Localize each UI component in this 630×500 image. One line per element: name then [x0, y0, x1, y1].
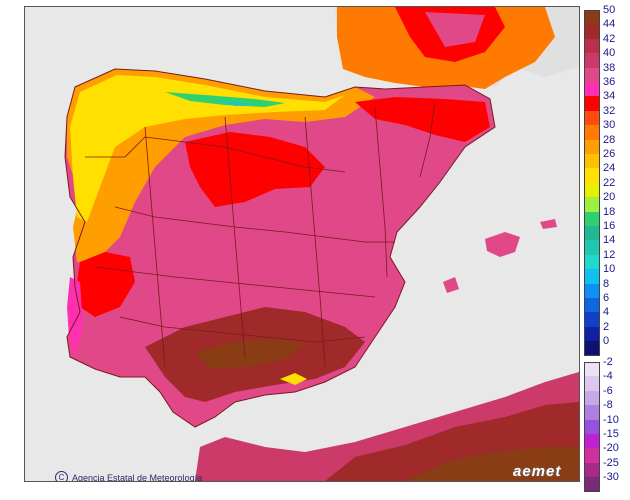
temperature-legend: 50 44 42 40 38 36 34 32 30 28 26 24 22 20 18 16 14 12 10 8 6…: [584, 4, 628, 496]
legend-label: 18: [603, 205, 616, 218]
legend-swatch: [584, 139, 600, 154]
legend-swatch: [584, 240, 600, 255]
sierra-nevada-spot: [280, 373, 307, 385]
legend-swatch: [584, 168, 600, 183]
legend-swatch: [584, 154, 600, 169]
legend-label: 28: [603, 133, 616, 146]
legend-swatch: [584, 419, 600, 434]
north-africa-core: [405, 447, 579, 481]
legend-label: 6: [603, 292, 610, 304]
legend-label: 44: [603, 18, 616, 31]
legend-swatch: [584, 462, 600, 478]
legend-label: -25: [603, 456, 619, 469]
legend-swatch: [584, 405, 600, 420]
ibiza-island: [443, 277, 459, 293]
southwest-hot-region: [77, 252, 135, 317]
legend-swatch: [584, 477, 600, 492]
mallorca-island: [485, 232, 520, 257]
legend-swatch: [584, 312, 600, 327]
legend-label: 42: [603, 32, 616, 45]
province-borders: [85, 101, 436, 368]
legend-label: 0: [603, 335, 610, 348]
legend-swatch: [584, 67, 600, 82]
legend-label: 12: [603, 248, 616, 261]
legend-swatch: [584, 362, 600, 377]
ebro-hot-region: [355, 97, 490, 142]
legend-swatch: [584, 269, 600, 284]
aemet-logo: aemet: [513, 463, 562, 480]
legend-label: -6: [603, 384, 613, 397]
legend-swatch: [584, 376, 600, 391]
legend-swatch: [584, 211, 600, 226]
legend-label: -8: [603, 399, 613, 412]
credit-text: Agencia Estatal de Meteorología: [72, 472, 203, 482]
legend-label: 36: [603, 76, 616, 88]
legend-swatch: [584, 434, 600, 449]
duero-hot-region: [185, 132, 325, 207]
guadalquivir-core: [195, 337, 305, 369]
legend-label: 20: [603, 191, 616, 204]
legend-swatch: [584, 326, 600, 342]
coastline: [64, 68, 496, 428]
legend-label: 32: [603, 104, 616, 117]
legend-label: -30: [603, 471, 619, 484]
legend-label: -2: [603, 356, 613, 368]
temperature-map: C Agencia Estatal de Meteorología aemet: [24, 6, 580, 482]
legend-swatch: [584, 125, 600, 140]
legend-swatch: [584, 110, 600, 126]
legend-swatch: [584, 82, 600, 97]
legend-swatch: [584, 53, 600, 68]
copyright-icon: C: [55, 471, 68, 481]
legend-label: 10: [603, 263, 616, 276]
legend-swatch: [584, 448, 600, 463]
legend-label: 4: [603, 306, 610, 319]
legend-swatch: [584, 390, 600, 406]
legend-swatch: [584, 24, 600, 39]
legend-label: -4: [603, 370, 613, 383]
north-yellow-region: [70, 75, 345, 222]
france-pink-core: [425, 12, 485, 47]
legend-label: 50: [603, 4, 616, 16]
legend-label: 26: [603, 148, 616, 160]
legend-label: 22: [603, 176, 616, 189]
legend-swatch: [584, 197, 600, 212]
legend-label: 8: [603, 277, 610, 290]
legend-swatch: [584, 10, 600, 25]
cantabrian-cyan-strip: [210, 99, 260, 106]
legend-label: -20: [603, 442, 619, 455]
menorca-island: [540, 219, 557, 229]
legend-swatch: [584, 226, 600, 241]
legend-label: 16: [603, 220, 616, 232]
legend-swatch: [584, 96, 600, 111]
legend-swatch: [584, 298, 600, 313]
legend-label: 24: [603, 162, 616, 175]
legend-label: -10: [603, 413, 619, 426]
legend-label: -15: [603, 428, 619, 440]
legend-label: 40: [603, 47, 616, 60]
legend-swatch: [584, 283, 600, 298]
portugal-coast-strip: [67, 277, 83, 357]
legend-label: 30: [603, 119, 616, 132]
cantabrian-green-strip: [165, 92, 285, 107]
legend-swatch: [584, 38, 600, 54]
legend-swatch: [584, 182, 600, 198]
credit-line: C Agencia Estatal de Meteorología: [55, 471, 203, 482]
legend-swatch: [584, 341, 600, 356]
legend-label: 38: [603, 61, 616, 74]
legend-swatch: [584, 254, 600, 270]
legend-label: 34: [603, 90, 616, 103]
legend-label: 2: [603, 320, 610, 333]
legend-label: 14: [603, 234, 616, 247]
